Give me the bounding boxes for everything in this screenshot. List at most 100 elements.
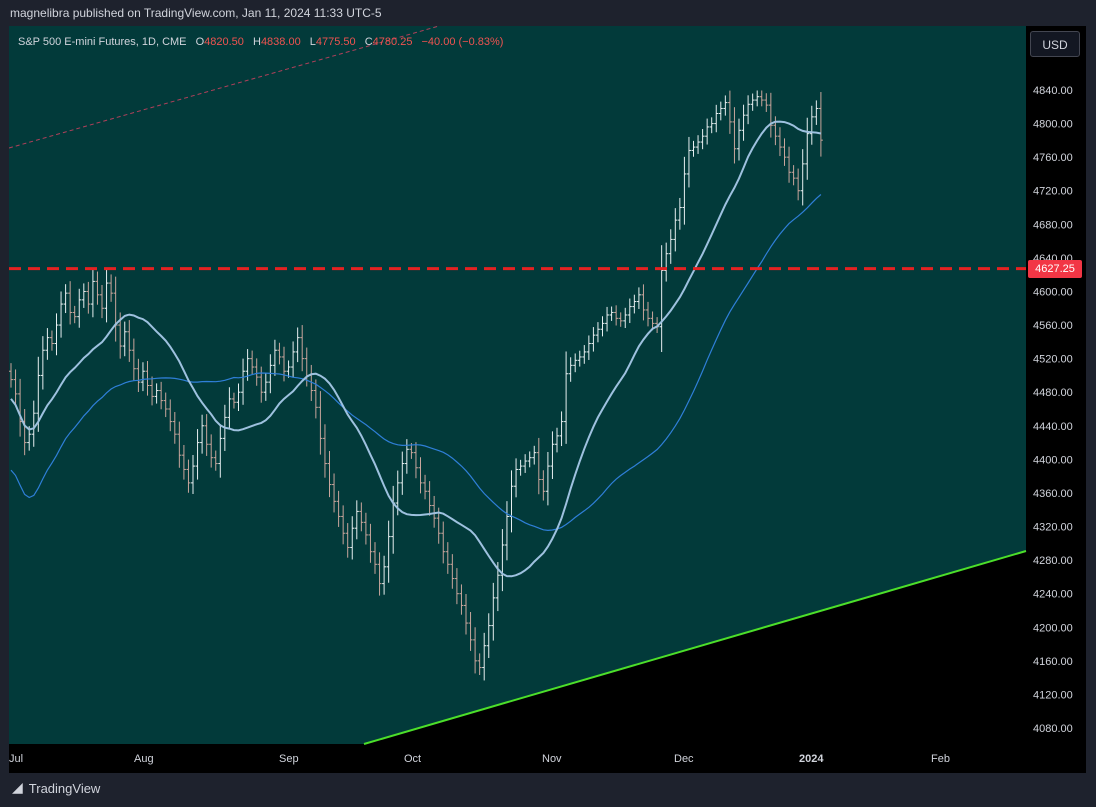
y-tick-label: 4360.00	[1033, 488, 1073, 500]
ohlc-bar	[172, 412, 177, 444]
x-axis: Jul Aug Sep Oct Nov Dec 2024 Feb	[9, 753, 950, 765]
y-axis: 4080.00 4120.00 4160.00 4200.00 4240.00 4280.…	[1033, 85, 1073, 735]
ohlc-bar	[313, 379, 318, 419]
x-tick-label: Aug	[134, 753, 154, 765]
open-value: 4820.50	[204, 36, 244, 48]
ohlc-bar	[322, 424, 327, 478]
ohlc-bar	[755, 90, 760, 107]
ohlc-bar	[650, 311, 655, 331]
ohlc-bar	[782, 138, 787, 166]
ohlc-bar	[691, 140, 696, 157]
ohlc-bar	[555, 427, 559, 453]
ohlc-bar	[454, 568, 459, 605]
ohlc-bar	[377, 552, 382, 596]
ohlc-bar	[318, 391, 323, 455]
x-tick-label: Oct	[404, 753, 421, 765]
ohlc-bar	[677, 197, 682, 230]
ohlc-bar	[382, 555, 387, 595]
ohlc-bar	[482, 632, 487, 681]
ohlc-bar	[664, 242, 669, 282]
currency-button[interactable]: USD	[1030, 31, 1080, 57]
y-tick-label: 4200.00	[1033, 622, 1073, 634]
ohlc-bar	[263, 373, 268, 401]
ohlc-bar	[159, 381, 164, 410]
ohlc-bar	[600, 316, 605, 337]
ohlc-bar	[49, 330, 54, 351]
ohlc-bar	[486, 613, 491, 659]
ohlc-bar	[791, 165, 796, 186]
ohlc-bar	[473, 627, 478, 674]
ohlc-bar	[40, 336, 45, 390]
ohlc-bar	[186, 459, 191, 493]
ohlc-bar	[127, 320, 132, 362]
ohlc-bar	[636, 287, 641, 310]
ohlc-bar	[336, 490, 341, 527]
x-tick-label: Sep	[279, 753, 299, 765]
ohlc-bar	[646, 301, 650, 327]
ohlc-bar	[436, 507, 441, 544]
ohlc-bar	[764, 93, 769, 112]
close-label: C	[364, 36, 373, 48]
y-tick-label: 4440.00	[1033, 421, 1073, 433]
ohlc-bar	[464, 594, 468, 635]
ohlc-bar	[54, 313, 59, 356]
brand-label: TradingView	[28, 780, 101, 796]
close-value: 4780.25	[372, 36, 413, 48]
ohlc-bar	[154, 383, 159, 404]
ohlc-bar	[77, 288, 82, 328]
ohlc-bar	[559, 411, 564, 447]
ohlc-legend: S&P 500 E-mini Futures, 1D, CME O4820.50…	[18, 36, 503, 48]
ohlc-bar	[746, 95, 751, 125]
ohlc-bar	[532, 445, 537, 465]
ma-slow-line	[10, 194, 822, 532]
ohlc-bar	[291, 341, 296, 378]
dashed-channel-line	[9, 26, 440, 149]
ohlc-bar	[204, 414, 209, 456]
published-caption: magnelibra published on TradingView.com,…	[10, 6, 382, 20]
ohlc-bar	[641, 284, 646, 321]
ohlc-bar	[614, 305, 619, 326]
ohlc-bar	[272, 339, 277, 376]
ohlc-bar	[68, 281, 73, 325]
ohlc-bar	[673, 208, 678, 252]
change-value: −40.00 (−0.83%)	[421, 36, 504, 48]
ohlc-bar	[36, 356, 41, 432]
y-tick-label: 4720.00	[1033, 186, 1073, 198]
ohlc-bar	[363, 512, 368, 545]
ohlc-bar	[418, 457, 423, 494]
ohlc-bar	[718, 101, 723, 121]
ohlc-bar	[750, 93, 755, 111]
ohlc-bar	[536, 437, 541, 495]
ohlc-bar	[805, 117, 810, 180]
ohlc-bar	[300, 325, 305, 372]
ohlc-bar	[550, 431, 555, 479]
y-tick-label: 4320.00	[1033, 522, 1073, 534]
ohlc-bar	[623, 307, 628, 329]
ma-fast-line	[10, 120, 822, 578]
price-chart[interactable]: 4080.00 4120.00 4160.00 4200.00 4240.00 4280.…	[9, 26, 1086, 773]
ohlc-bar	[9, 363, 13, 388]
ohlc-bar	[227, 387, 232, 430]
ohlc-bar	[423, 474, 428, 500]
ohlc-bar	[432, 495, 437, 528]
ohlc-bar	[209, 434, 214, 468]
ohlc-bar	[445, 542, 450, 574]
ohlc-bar	[218, 424, 223, 478]
ohlc-bar	[800, 149, 805, 206]
ohlc-bar	[131, 338, 136, 381]
support-trendline	[363, 550, 1027, 745]
ohlc-bar	[386, 520, 391, 583]
ohlc-bar	[500, 529, 505, 592]
y-tick-label: 4400.00	[1033, 454, 1073, 466]
y-tick-label: 4480.00	[1033, 387, 1073, 399]
ohlc-bar	[618, 312, 623, 327]
ohlc-bar	[286, 360, 291, 378]
open-label: O	[195, 36, 205, 48]
ohlc-bar	[714, 104, 719, 133]
ohlc-bar	[545, 451, 550, 506]
ohlc-bar	[168, 399, 173, 432]
tradingview-brand[interactable]: ◢ TradingView	[12, 780, 100, 796]
ohlc-bar	[468, 611, 473, 651]
ohlc-bar	[95, 271, 100, 305]
y-tick-label: 4600.00	[1033, 286, 1073, 298]
